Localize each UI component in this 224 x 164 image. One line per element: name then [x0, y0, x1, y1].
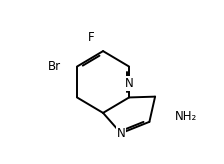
Text: Br: Br	[48, 60, 61, 73]
Text: N: N	[116, 127, 125, 140]
Text: NH₂: NH₂	[174, 110, 197, 123]
Text: N: N	[125, 77, 134, 90]
Text: F: F	[88, 31, 95, 44]
